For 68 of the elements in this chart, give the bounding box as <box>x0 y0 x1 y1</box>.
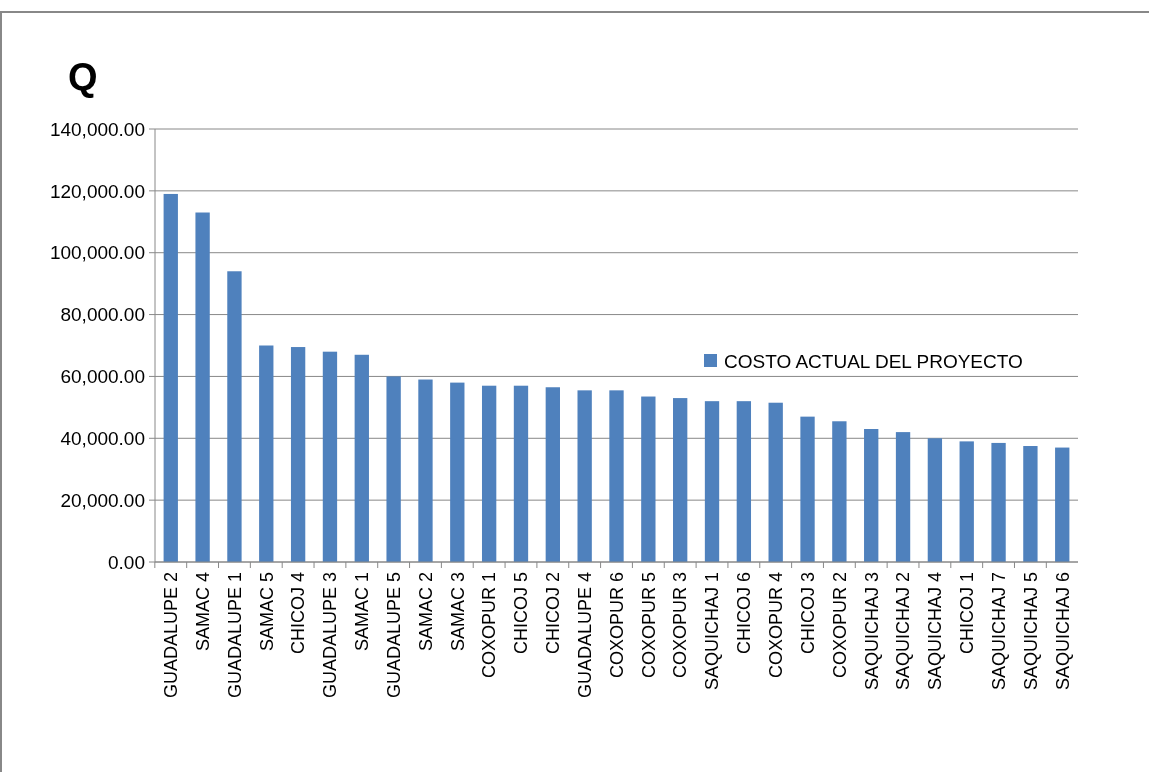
bar <box>386 376 401 562</box>
x-tick-label: SAQUICHAJ 3 <box>861 572 882 691</box>
x-tick-label: SAQUICHAJ 7 <box>988 572 1009 691</box>
x-tick-label: COXOPUR 6 <box>606 572 627 679</box>
x-tick-label: GUADALUPE 2 <box>161 572 182 699</box>
chart-title: Q <box>68 56 98 98</box>
bar <box>163 193 178 562</box>
bar <box>1023 446 1038 562</box>
x-tick-label: SAQUICHAJ 2 <box>893 572 914 691</box>
x-tick-label: SAMAC 4 <box>192 572 213 652</box>
bar <box>290 347 306 562</box>
x-tick-label: CHICOJ 3 <box>797 572 818 655</box>
bar <box>450 382 465 562</box>
bar <box>641 396 656 562</box>
legend-label: COSTO ACTUAL DEL PROYECTO <box>724 350 1023 372</box>
x-tick-label: CHICOJ 5 <box>511 572 532 655</box>
x-tick-label: SAMAC 3 <box>447 572 468 652</box>
x-tick-label: GUADALUPE 4 <box>574 572 595 699</box>
x-tick-label: SAQUICHAJ 6 <box>1052 572 1073 691</box>
bar <box>927 438 943 562</box>
x-tick-label: COXOPUR 5 <box>638 572 659 679</box>
bar <box>418 379 433 562</box>
bar <box>800 416 815 562</box>
bar <box>227 271 242 562</box>
bar <box>577 390 592 562</box>
bar <box>513 385 529 562</box>
y-tick-label: 20,000.00 <box>60 489 145 511</box>
x-tick-label: GUADALUPE 5 <box>383 572 404 699</box>
x-tick-label: SAMAC 5 <box>256 572 277 652</box>
x-tick-label: GUADALUPE 3 <box>320 572 341 699</box>
x-tick-label: CHICOJ 4 <box>288 572 309 655</box>
bar <box>864 429 879 562</box>
y-tick-label: 100,000.00 <box>49 242 145 264</box>
x-tick-label: CHICOJ 2 <box>543 572 564 655</box>
bar <box>768 402 783 562</box>
x-tick-label: COXOPUR 3 <box>670 572 691 679</box>
x-tick-label: COXOPUR 4 <box>765 572 786 679</box>
bar <box>259 345 274 562</box>
bar <box>736 401 752 562</box>
x-tick-label: COXOPUR 2 <box>829 572 850 679</box>
bar <box>354 354 369 562</box>
bar <box>609 390 624 562</box>
x-tick-label: SAMAC 1 <box>352 572 373 652</box>
x-tick-label: SAQUICHAJ 1 <box>702 572 723 691</box>
x-tick-label: CHICOJ 6 <box>734 572 755 655</box>
bar <box>895 432 911 562</box>
x-tick-label: SAQUICHAJ 4 <box>925 572 946 691</box>
y-tick-label: 0.00 <box>108 551 145 573</box>
y-tick-label: 120,000.00 <box>49 180 145 202</box>
bar <box>481 385 497 562</box>
bar <box>322 351 338 562</box>
bar <box>704 401 720 562</box>
x-tick-label: CHICOJ 1 <box>957 572 978 655</box>
bar <box>1055 447 1070 562</box>
bar <box>832 421 847 562</box>
x-tick-label: SAQUICHAJ 5 <box>1020 572 1041 691</box>
x-tick-label: SAMAC 2 <box>415 572 436 652</box>
y-tick-label: 140,000.00 <box>49 118 145 140</box>
bar <box>545 387 560 562</box>
bar <box>959 441 974 562</box>
x-tick-label: COXOPUR 1 <box>479 572 500 679</box>
bar <box>673 398 688 562</box>
bar <box>195 212 210 562</box>
bar <box>991 442 1006 562</box>
y-tick-label: 60,000.00 <box>60 366 145 388</box>
x-tick-label: GUADALUPE 1 <box>224 572 245 699</box>
y-tick-label: 40,000.00 <box>60 427 145 449</box>
y-tick-label: 80,000.00 <box>60 304 145 326</box>
